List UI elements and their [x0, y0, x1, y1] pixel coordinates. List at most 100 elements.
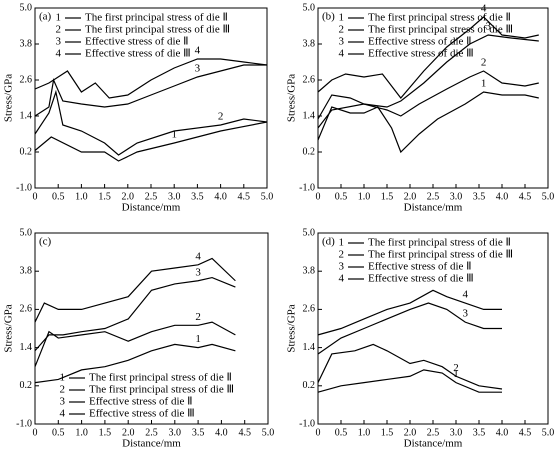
curve-label: 1 [195, 333, 201, 345]
x-tick-label: 2.0 [122, 191, 135, 202]
series-line [34, 64, 267, 117]
legend-number: 2 [339, 249, 345, 261]
legend-number: 1 [339, 237, 345, 249]
y-tick-label: -1.0 [299, 182, 315, 193]
legend-text: The first principal stress of die Ⅲ [89, 384, 234, 396]
y-tick-label: 3.8 [303, 265, 316, 276]
y-tick-label: 3.8 [303, 38, 316, 49]
legend-number: 1 [339, 12, 345, 24]
curve-label: 1 [453, 368, 459, 380]
legend-number: 3 [60, 396, 66, 408]
x-tick-label: 3.0 [168, 191, 181, 202]
legend-text: The first principal stress of die Ⅲ [368, 249, 513, 261]
legend-number: 3 [339, 36, 345, 48]
curve-label: 3 [485, 21, 491, 33]
y-tick-label: 3.8 [20, 265, 33, 276]
curve-label: 1 [171, 129, 177, 141]
x-tick-label: 1.5 [381, 191, 394, 202]
legend-text: The first principal stress of die Ⅱ [368, 237, 511, 249]
curve-label: 2 [481, 57, 487, 69]
legend-text: Effective stress of die Ⅲ [85, 48, 191, 60]
x-tick-label: 4.0 [496, 191, 509, 202]
x-tick-label: 0.5 [52, 427, 65, 438]
y-axis-label: Stress/GPa [286, 304, 298, 352]
y-tick-label: 5.0 [20, 227, 33, 238]
legend-text: Effective stress of die Ⅲ [368, 273, 474, 285]
curve-label: 3 [462, 308, 468, 320]
x-tick-label: 2.5 [427, 427, 440, 438]
panel-label: (a) [39, 11, 52, 23]
y-tick-label: 0.2 [20, 380, 33, 391]
x-tick-label: 5.0 [542, 191, 555, 202]
y-tick-label: 3.8 [20, 38, 33, 49]
y-tick-label: -1.0 [16, 182, 32, 193]
legend-text: Effective stress of die Ⅲ [89, 408, 195, 420]
x-tick-label: 4.5 [238, 427, 251, 438]
x-tick-label: 3.5 [191, 191, 204, 202]
x-tick-label: 1.0 [75, 191, 88, 202]
curve-label: 2 [195, 311, 201, 323]
x-axis-label: Distance/mm [404, 202, 463, 214]
x-tick-label: 1.5 [99, 427, 112, 438]
x-tick-label: 4.0 [215, 427, 228, 438]
x-tick-label: 2.5 [145, 191, 158, 202]
y-tick-label: 1.4 [20, 110, 33, 121]
x-tick-label: 4.0 [496, 427, 509, 438]
legend-number: 4 [339, 48, 345, 60]
y-tick-label: 0.2 [20, 146, 33, 157]
series-line [34, 58, 268, 99]
x-tick-label: 4.5 [519, 191, 532, 202]
y-tick-label: 0.2 [303, 380, 316, 391]
y-tick-label: 2.6 [20, 74, 33, 85]
x-tick-label: 3.0 [450, 191, 463, 202]
legend-number: 4 [60, 408, 66, 420]
y-axis-label: Stress/GPa [3, 304, 15, 352]
series-line [34, 121, 268, 162]
curve-label: 3 [195, 266, 201, 278]
y-tick-label: 0.2 [303, 146, 316, 157]
x-axis-label: Distance/mm [122, 438, 181, 449]
legend-number: 2 [56, 24, 62, 36]
curve-label: 4 [481, 3, 487, 15]
series-line [317, 343, 503, 390]
legend-text: The first principal stress of die Ⅲ [368, 24, 513, 36]
series-line [317, 34, 539, 129]
legend-text: Effective stress of die Ⅱ [368, 261, 472, 273]
x-tick-label: 3.5 [473, 427, 486, 438]
curve-label: 4 [462, 289, 468, 301]
x-tick-label: 5.0 [261, 191, 274, 202]
x-tick-label: 1.0 [358, 191, 371, 202]
x-tick-label: 1.5 [98, 191, 111, 202]
x-tick-label: 0.5 [335, 427, 348, 438]
x-tick-label: 2.0 [404, 427, 417, 438]
legend-number: 3 [56, 36, 62, 48]
curve-label: 2 [453, 362, 459, 374]
y-tick-label: -1.0 [299, 418, 315, 429]
legend-text: Effective stress of die Ⅲ [368, 48, 474, 60]
series-line [34, 343, 236, 384]
y-tick-label: 1.4 [20, 342, 33, 353]
legend-number: 4 [56, 48, 62, 60]
x-tick-label: 3.0 [450, 427, 463, 438]
x-tick-label: 0.5 [335, 191, 348, 202]
x-tick-label: 1.0 [358, 427, 371, 438]
x-tick-label: 2.5 [427, 191, 440, 202]
curve-label: 1 [481, 78, 487, 90]
y-axis-label: Stress/GPa [3, 74, 15, 122]
x-tick-label: 0 [316, 427, 321, 438]
x-tick-label: 4.0 [214, 191, 227, 202]
x-tick-label: 2.0 [404, 191, 417, 202]
x-tick-label: 5.0 [262, 427, 275, 438]
panel-label: (d) [322, 236, 335, 248]
x-tick-label: 0 [316, 191, 321, 202]
x-tick-label: 3.5 [473, 191, 486, 202]
legend-text: Effective stress of die Ⅱ [89, 396, 193, 408]
curve-label: 4 [195, 250, 201, 262]
legend-number: 3 [339, 261, 345, 273]
y-tick-label: 5.0 [303, 2, 316, 13]
y-tick-label: 1.4 [303, 342, 316, 353]
legend-text: The first principal stress of die Ⅱ [368, 12, 511, 24]
series-line [34, 276, 236, 352]
legend-number: 4 [339, 273, 345, 285]
x-tick-label: 0 [33, 427, 38, 438]
